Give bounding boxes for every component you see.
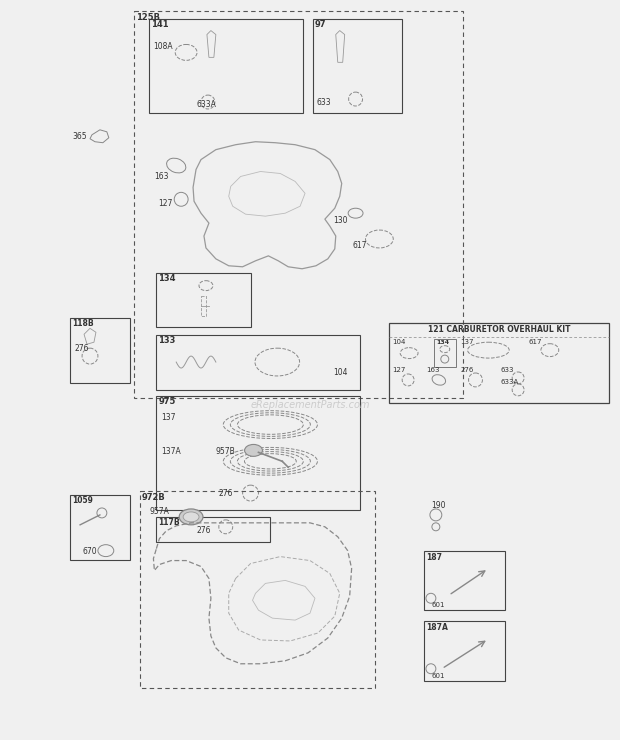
- Text: 133: 133: [158, 336, 175, 346]
- Text: 163: 163: [154, 172, 169, 181]
- Bar: [313, 18, 402, 113]
- Text: 137: 137: [461, 339, 474, 346]
- Text: 972B: 972B: [141, 493, 166, 502]
- Bar: [140, 491, 375, 687]
- Bar: [156, 396, 360, 510]
- Bar: [156, 335, 360, 390]
- Bar: [70, 495, 130, 559]
- Text: 117B: 117B: [158, 518, 180, 527]
- Text: 104: 104: [333, 368, 347, 377]
- Text: 617: 617: [528, 339, 541, 346]
- Text: 633: 633: [500, 367, 514, 373]
- Text: 108A: 108A: [153, 42, 173, 52]
- Text: 134: 134: [158, 274, 176, 283]
- Text: 633: 633: [317, 98, 332, 107]
- Bar: [156, 273, 250, 327]
- Text: 190: 190: [431, 501, 445, 510]
- Bar: [424, 551, 505, 610]
- Text: 670: 670: [82, 547, 97, 556]
- Text: 957A: 957A: [149, 507, 169, 516]
- Text: 187: 187: [426, 553, 442, 562]
- Text: 975: 975: [158, 397, 175, 406]
- Text: 276: 276: [461, 367, 474, 373]
- Text: 137: 137: [161, 413, 176, 422]
- Text: 617: 617: [353, 241, 367, 250]
- Text: 121 CARBURETOR OVERHAUL KIT: 121 CARBURETOR OVERHAUL KIT: [428, 326, 570, 334]
- Text: 633A: 633A: [500, 379, 518, 385]
- Text: 141: 141: [151, 20, 169, 29]
- Text: 365: 365: [72, 132, 87, 141]
- Text: 957B: 957B: [216, 448, 236, 457]
- Bar: [70, 318, 130, 383]
- Text: 97: 97: [315, 20, 327, 29]
- Text: 163: 163: [426, 367, 440, 373]
- Bar: [149, 18, 303, 113]
- Text: 130: 130: [333, 216, 347, 225]
- Text: 127: 127: [158, 199, 173, 208]
- Text: 276: 276: [219, 489, 233, 498]
- Text: 1059: 1059: [72, 496, 93, 505]
- Ellipse shape: [183, 512, 199, 522]
- Text: 187A: 187A: [426, 623, 448, 632]
- Text: 276: 276: [74, 344, 89, 353]
- Ellipse shape: [245, 445, 262, 457]
- Text: 127: 127: [392, 367, 405, 373]
- Bar: [389, 323, 609, 403]
- Text: 104: 104: [392, 339, 405, 346]
- Text: 601: 601: [432, 602, 445, 608]
- Bar: [133, 10, 463, 398]
- Bar: [424, 621, 505, 681]
- Polygon shape: [249, 448, 259, 454]
- Text: 276: 276: [196, 526, 211, 535]
- Text: 134: 134: [436, 340, 449, 346]
- Ellipse shape: [179, 509, 203, 525]
- Text: 137A: 137A: [161, 448, 181, 457]
- Text: 118B: 118B: [72, 320, 94, 329]
- Text: 601: 601: [432, 673, 445, 679]
- Text: eReplacementParts.com: eReplacementParts.com: [250, 400, 370, 410]
- Bar: [434, 339, 456, 367]
- Text: 125B: 125B: [136, 13, 159, 21]
- Text: 633A: 633A: [196, 100, 216, 109]
- Bar: [156, 517, 270, 542]
